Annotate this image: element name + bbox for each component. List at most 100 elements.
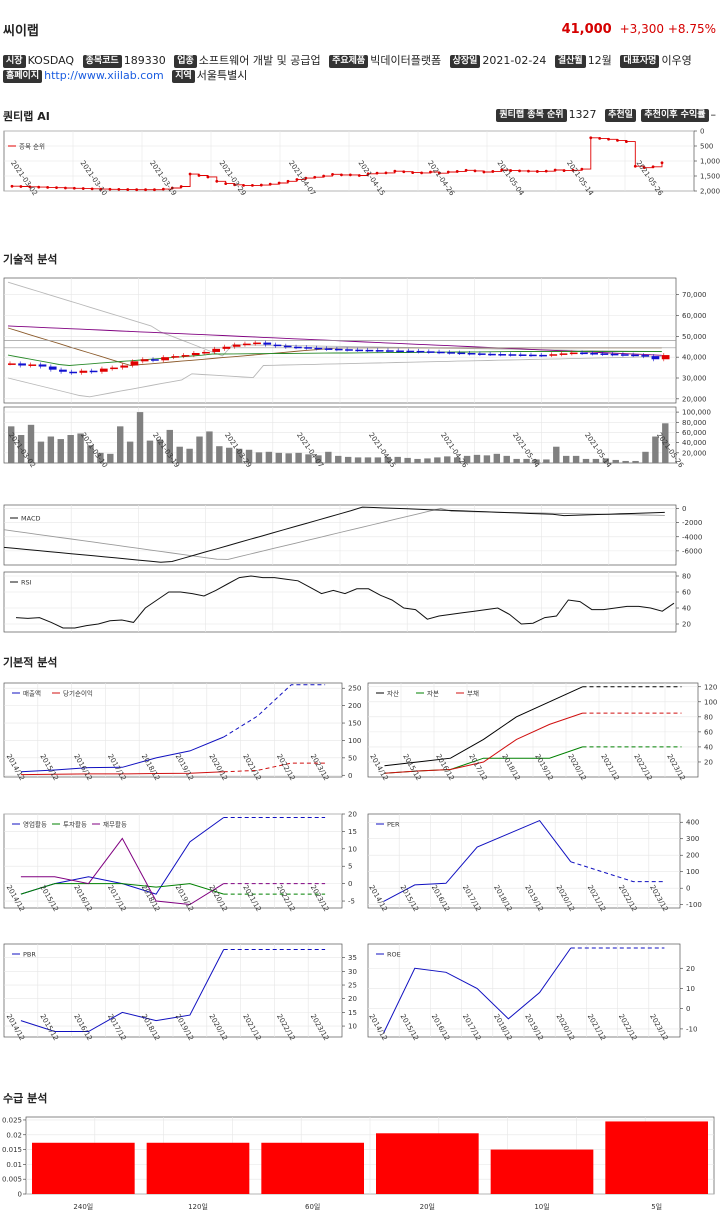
- rank-point: [420, 171, 423, 175]
- rank-point: [251, 183, 254, 187]
- candle-body: [375, 350, 384, 352]
- rank-ytick-label: 2,000: [700, 188, 720, 196]
- candle-body: [488, 353, 496, 356]
- volume-bar: [622, 460, 629, 463]
- cashflow-ytick-label: 10: [348, 845, 357, 853]
- candle-body: [334, 348, 343, 351]
- sales-ytick-label: 200: [348, 702, 361, 710]
- pbr-ytick-label: 10: [348, 1023, 357, 1031]
- candle-body: [498, 354, 507, 356]
- candle-body: [539, 354, 547, 357]
- candle-body: [569, 352, 578, 355]
- listing-value: 2021-02-24: [482, 54, 547, 67]
- supply-bar: [32, 1142, 135, 1194]
- volume-bar: [483, 455, 491, 463]
- volume-bar: [27, 424, 35, 463]
- roe-ytick-label: -10: [686, 1025, 697, 1033]
- homepage-link[interactable]: http://www.xiilab.com: [44, 69, 164, 82]
- cashflow-ytick-label: 0: [348, 880, 352, 888]
- bollinger-lower: [7, 356, 662, 398]
- supply-ytick-label: 0: [18, 1191, 22, 1199]
- balance-series-line: [384, 686, 583, 767]
- volume-bar: [335, 455, 342, 463]
- pbr-ytick-label: 30: [348, 968, 357, 976]
- candle-body: [151, 359, 159, 361]
- volume-bar: [662, 423, 669, 463]
- stock-name: 씨이랩: [3, 24, 39, 39]
- volume-bar: [87, 445, 94, 463]
- rank-point: [642, 166, 646, 170]
- per-ytick-label: -100: [686, 901, 702, 909]
- ma-short: [7, 351, 662, 366]
- cashflow-ytick-label: 15: [348, 828, 357, 836]
- region-value: 서울특별시: [196, 69, 248, 82]
- cashflow-series-line: [20, 883, 224, 895]
- balance-series-line: [384, 712, 583, 774]
- candle-body: [283, 345, 292, 348]
- volume-bar: [632, 460, 639, 463]
- rank-point: [527, 169, 530, 173]
- volume-bar: [503, 455, 510, 463]
- rank-point: [153, 188, 156, 192]
- rank-point: [64, 186, 67, 190]
- rank-point: [535, 170, 539, 173]
- volume-bar: [216, 446, 223, 463]
- volume-bar: [325, 451, 332, 463]
- rank-point: [277, 181, 281, 185]
- volume-bar: [424, 458, 431, 463]
- candle-body: [18, 363, 26, 366]
- volume-ytick-label: 80,000: [682, 419, 707, 427]
- candle-body: [191, 353, 200, 356]
- candle-body: [324, 348, 333, 350]
- listing-tag: 상장일: [449, 55, 481, 68]
- candle-body: [477, 353, 486, 355]
- pbr-legend-label: PBR: [23, 951, 36, 959]
- candle-body: [222, 346, 231, 349]
- code-value: 189330: [123, 54, 166, 67]
- rank-point: [313, 175, 317, 179]
- supply-bar: [261, 1142, 364, 1194]
- balance-ytick-label: 100: [704, 698, 717, 706]
- price-change-pct: +8.75%: [667, 22, 716, 36]
- rank-point: [429, 170, 432, 174]
- rank-point: [295, 178, 299, 181]
- rank-ytick-label: 500: [700, 143, 713, 151]
- ceo-tag: 대표자명: [620, 55, 660, 68]
- rank-point: [10, 184, 14, 188]
- pbr-ytick-label: 20: [348, 995, 357, 1003]
- supply-bar: [490, 1149, 594, 1194]
- sales-legend-label: 매출액: [23, 689, 41, 698]
- rank-point: [135, 188, 139, 192]
- ceo-value: 이우영: [661, 54, 692, 67]
- rank-ytick-label: 0: [700, 128, 704, 136]
- volume-bar: [572, 455, 580, 463]
- rank-point: [482, 170, 486, 174]
- rank-point: [28, 185, 32, 189]
- rank-point: [437, 171, 441, 175]
- rank-value: 1327: [568, 108, 597, 121]
- rank-point: [571, 168, 575, 172]
- volume-bar: [67, 435, 74, 463]
- volume-bar: [126, 441, 134, 463]
- rank-point: [366, 172, 370, 176]
- rank-point: [509, 169, 513, 172]
- balance-ytick-label: 20: [704, 758, 713, 766]
- current-price: 41,000: [561, 22, 612, 37]
- per-ytick-label: 400: [686, 819, 699, 827]
- volume-ytick-label: 20,000: [682, 449, 707, 457]
- rank-point: [491, 170, 495, 173]
- roe-ytick-label: 20: [686, 965, 695, 973]
- rank-point: [651, 165, 655, 169]
- cashflow-ytick-label: 5: [348, 863, 352, 871]
- homepage-tag: 홈페이지: [3, 70, 43, 83]
- rank-point: [286, 179, 290, 183]
- candle-body: [130, 361, 139, 366]
- return-tag: 추천이후 수익률: [641, 109, 709, 122]
- rank-point: [402, 170, 406, 174]
- region-tag: 지역: [172, 70, 195, 83]
- price-change: +3,300: [619, 22, 664, 36]
- volume-ytick-label: 100,000: [682, 409, 711, 417]
- rsi-legend-label: RSI: [21, 579, 32, 587]
- volume-bar: [196, 436, 203, 463]
